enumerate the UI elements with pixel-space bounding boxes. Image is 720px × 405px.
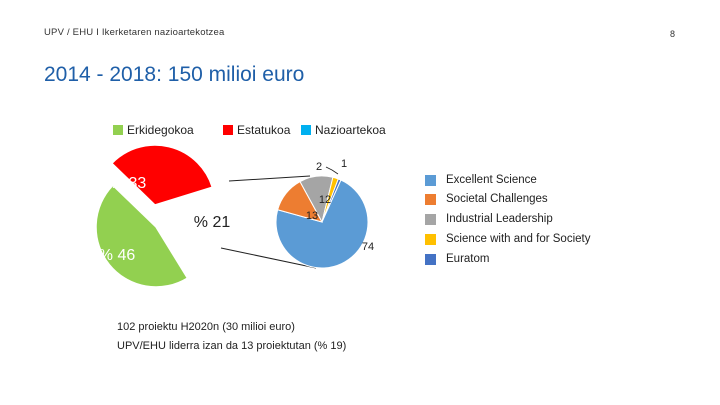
slide-title: 2014 - 2018: 150 milioi euro — [44, 63, 305, 86]
pie-slice-group — [163, 196, 226, 268]
note-line-1: 102 proiektu H2020n (30 milioi euro) — [117, 321, 295, 333]
legend-label: Industrial Leadership — [446, 213, 553, 225]
pie-data-label: % 33 — [110, 175, 147, 192]
data-label-leader — [325, 166, 339, 175]
legend-swatch — [113, 125, 123, 135]
note-line-2: UPV/EHU liderra izan da 13 proiektutan (… — [117, 340, 347, 352]
pie-slice-erkidegokoa — [95, 184, 189, 288]
pie-data-label: 2 — [316, 161, 322, 173]
header-text: UPV / EHU I Ikerketaren nazioartekotzea — [44, 27, 225, 38]
legend-label: Euratom — [446, 253, 490, 265]
pie-data-label: % 46 — [99, 247, 136, 264]
legend-label: Science with and for Society — [446, 233, 591, 245]
legend-label: Estatukoa — [237, 123, 291, 137]
legend-swatch — [425, 254, 436, 265]
legend-label: Erkidegokoa — [127, 123, 194, 137]
legend-swatch — [425, 194, 436, 205]
pie-slice-group — [110, 144, 214, 206]
legend-label: Nazioartekoa — [315, 123, 386, 137]
connector-line-top — [228, 175, 311, 182]
pie-data-label: % 21 — [194, 214, 231, 231]
pie-slice-nazioartekoa — [163, 196, 226, 268]
pie-slice-group — [95, 184, 189, 288]
legend-label: Societal Challenges — [446, 193, 548, 205]
pie-data-label: 1 — [341, 158, 347, 170]
pie-data-label: 12 — [319, 194, 331, 206]
pie-slice-estatukoa — [110, 144, 214, 206]
connector-line-bottom — [220, 247, 317, 269]
legend-swatch — [425, 234, 436, 245]
legend-swatch — [425, 214, 436, 225]
legend-swatch — [223, 125, 233, 135]
page-number: 8 — [669, 29, 675, 39]
legend-swatch — [425, 175, 436, 186]
pie-slice-societal-challenges — [277, 180, 324, 223]
pie-data-label: 13 — [306, 210, 318, 222]
legend-label: Excellent Science — [446, 174, 537, 186]
pie-slice-excellent-science — [275, 179, 369, 269]
legend-swatch — [301, 125, 311, 135]
pie-data-label: 74 — [362, 241, 374, 253]
